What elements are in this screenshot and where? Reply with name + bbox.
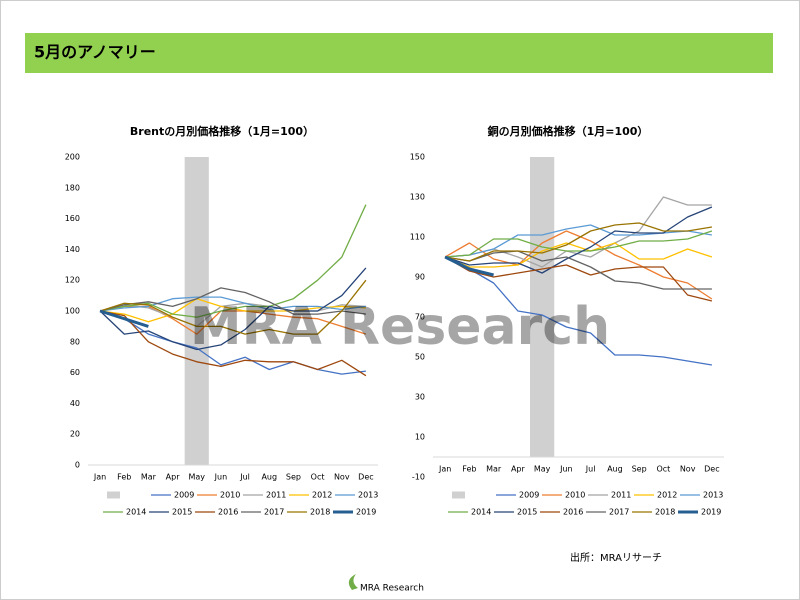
legend-label: 2015 (517, 508, 537, 517)
logo-text: MRA Research (360, 584, 424, 594)
series-line (444, 222, 713, 262)
x-tick-label: Oct (311, 473, 325, 482)
series-line (444, 255, 494, 277)
x-tick-label: Mar (486, 465, 502, 474)
legend-swatch (107, 491, 120, 499)
y-tick-label: 180 (65, 183, 80, 192)
x-tick-label: Mar (141, 473, 157, 482)
legend-label: 2013 (358, 491, 378, 500)
x-tick-label: Jun (214, 473, 228, 482)
y-tick-label: 120 (65, 276, 80, 285)
highlight-band (530, 157, 555, 457)
x-tick-label: May (534, 465, 551, 474)
series-line (99, 302, 366, 328)
x-tick-label: May (188, 473, 205, 482)
y-tick-label: 160 (65, 214, 80, 223)
header-bar (25, 33, 773, 73)
legend-label: 2016 (563, 508, 583, 517)
legend-label: 2012 (657, 491, 677, 500)
legend-label: 2018 (310, 508, 330, 517)
series-line (445, 224, 713, 258)
x-tick-label: Feb (117, 473, 131, 482)
legend-label: 2014 (126, 508, 146, 517)
series-line (445, 230, 713, 258)
series-line (99, 267, 367, 351)
series-line (444, 206, 713, 274)
x-tick-label: Aug (261, 473, 277, 482)
x-tick-label: Sep (286, 473, 301, 482)
legend-label: 2011 (266, 491, 286, 500)
y-tick-label: 70 (415, 313, 425, 322)
series-line (444, 256, 713, 366)
x-tick-label: Jul (585, 465, 596, 474)
watermark: MRA Research (190, 297, 610, 357)
header-title: 5月のアノマリー (34, 43, 156, 62)
y-tick-label: 200 (65, 153, 80, 162)
legend-label: 2014 (471, 508, 491, 517)
x-tick-label: Jul (239, 473, 250, 482)
legend-swatch (452, 491, 465, 499)
y-tick-label: 20 (70, 430, 80, 439)
source: 出所：MRAリサーチ (570, 551, 662, 564)
legend-label: 2009 (519, 491, 539, 500)
y-tick-label: 110 (410, 233, 425, 242)
x-tick-label: Oct (656, 465, 670, 474)
x-tick-label: Dec (704, 465, 719, 474)
y-tick-label: 130 (410, 193, 425, 202)
chart-title: 銅の月別価格推移（1月=100） (488, 124, 649, 138)
x-tick-label: Feb (462, 465, 476, 474)
legend-label: 2013 (703, 491, 723, 500)
x-tick-label: Dec (358, 473, 373, 482)
logo-icon (348, 574, 358, 590)
legend-label: 2017 (264, 508, 284, 517)
y-tick-label: 90 (415, 273, 425, 282)
legend-label: 2019 (356, 508, 376, 517)
y-tick-label: 60 (70, 368, 80, 377)
y-tick-label: -10 (412, 473, 425, 482)
x-tick-label: Nov (334, 473, 350, 482)
series-line (444, 250, 712, 290)
x-tick-label: Jun (559, 465, 573, 474)
x-tick-label: Apr (166, 473, 181, 482)
legend-label: 2011 (611, 491, 631, 500)
chart-title: Brentの月別価格推移（1月=100） (130, 124, 314, 138)
series-line (444, 242, 713, 268)
y-tick-label: 50 (415, 353, 425, 362)
x-tick-label: Jan (438, 465, 451, 474)
y-tick-label: 30 (415, 393, 425, 402)
series-line (99, 204, 367, 318)
series-line (99, 310, 367, 377)
y-tick-label: 150 (410, 153, 425, 162)
highlight-band (184, 157, 209, 465)
charts: Brentの月別価格推移（1月=100） 0 20 40 60 80 100 120 140 16… (65, 124, 724, 517)
x-tick-label: Jan (93, 473, 106, 482)
series-line (99, 279, 367, 335)
y-tick-label: 80 (70, 337, 80, 346)
y-tick-label: 140 (65, 245, 80, 254)
series-line (444, 230, 713, 300)
legend-label: 2009 (174, 491, 194, 500)
legend-label: 2010 (565, 491, 585, 500)
legend-label: 2017 (609, 508, 629, 517)
x-tick-label: Aug (607, 465, 623, 474)
series-line (100, 296, 366, 312)
series-line (444, 256, 713, 302)
legend-label: 2019 (701, 508, 721, 517)
y-tick-label: 0 (75, 461, 80, 470)
legend-label: 2012 (312, 491, 332, 500)
legend-label: 2015 (172, 508, 192, 517)
y-tick-label: 40 (70, 399, 80, 408)
x-tick-label: Nov (680, 465, 696, 474)
legend-label: 2016 (218, 508, 238, 517)
x-tick-label: Sep (632, 465, 647, 474)
x-tick-label: Apr (511, 465, 526, 474)
legend-label: 2018 (655, 508, 675, 517)
y-tick-label: 10 (415, 433, 425, 442)
series-line (99, 309, 149, 328)
y-tick-label: 100 (65, 307, 80, 316)
legend-label: 2010 (220, 491, 240, 500)
series-line (99, 287, 366, 315)
